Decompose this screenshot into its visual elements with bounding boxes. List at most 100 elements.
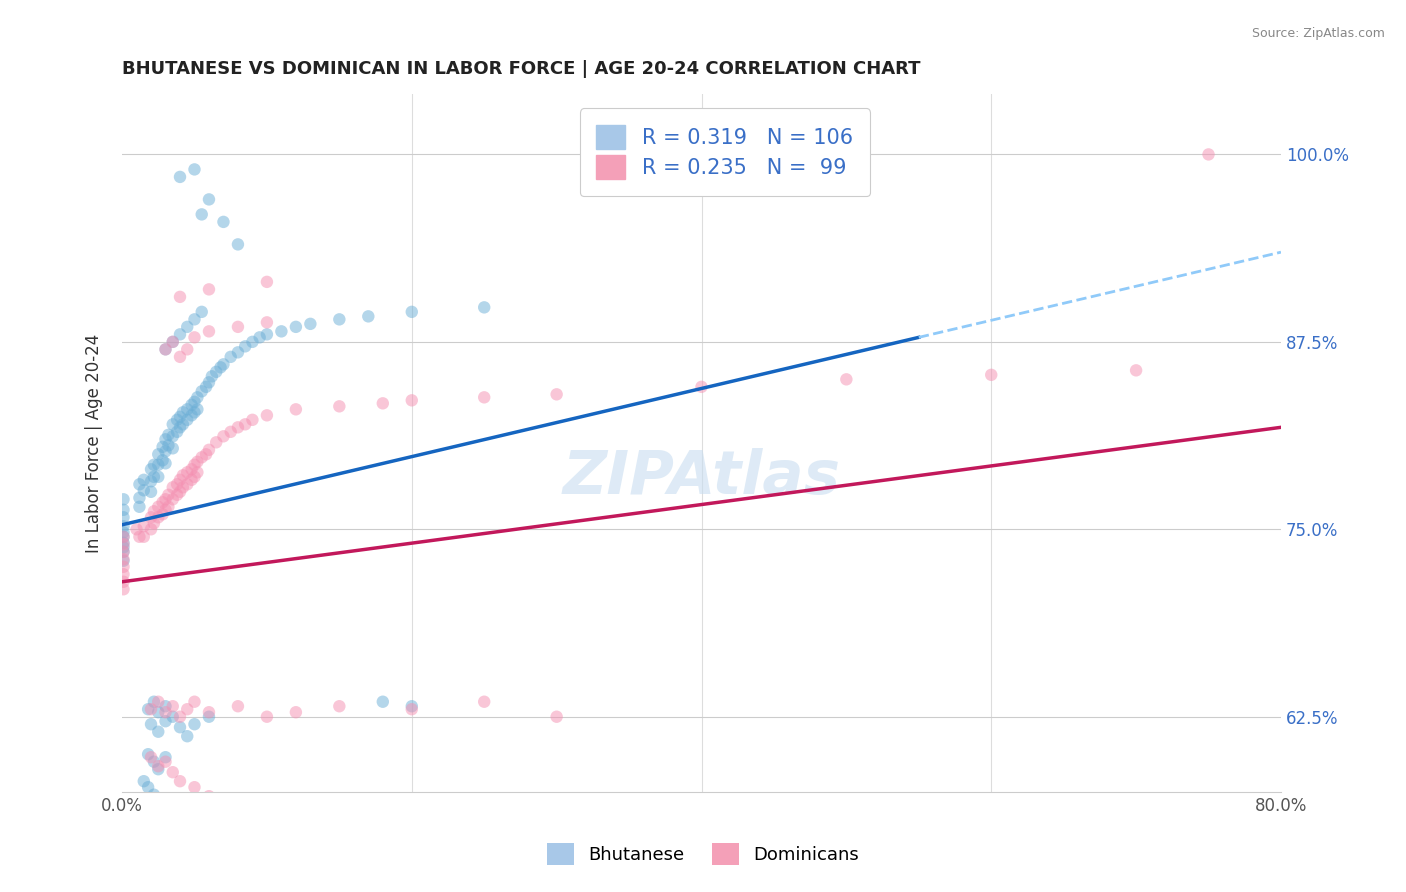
Point	[112, 537, 135, 551]
Point	[219, 350, 242, 364]
Point	[256, 327, 278, 342]
Point	[139, 522, 162, 536]
Point	[198, 789, 221, 804]
Point	[690, 380, 713, 394]
Point	[112, 554, 135, 568]
Point	[148, 510, 170, 524]
Point	[180, 462, 202, 476]
Point	[166, 425, 188, 439]
Point	[139, 475, 162, 489]
Point	[142, 516, 165, 531]
Point	[198, 442, 221, 457]
Point	[270, 324, 292, 338]
Point	[152, 453, 174, 467]
Point	[155, 456, 177, 470]
Point	[186, 465, 208, 479]
Point	[198, 710, 221, 724]
Point	[139, 717, 162, 731]
Point	[139, 702, 162, 716]
Point	[169, 774, 191, 789]
Point	[201, 369, 224, 384]
Point	[152, 440, 174, 454]
Point	[139, 484, 162, 499]
Point	[219, 425, 242, 439]
Point	[157, 500, 180, 514]
Point	[183, 312, 205, 326]
Point	[205, 435, 228, 450]
Point	[176, 702, 198, 716]
Point	[155, 699, 177, 714]
Point	[980, 368, 1002, 382]
Point	[176, 402, 198, 417]
Point	[169, 720, 191, 734]
Point	[401, 699, 423, 714]
Point	[169, 350, 191, 364]
Point	[176, 413, 198, 427]
Point	[180, 473, 202, 487]
Point	[401, 305, 423, 319]
Legend: R = 0.319   N = 106, R = 0.235   N =  99: R = 0.319 N = 106, R = 0.235 N = 99	[579, 108, 870, 196]
Text: BHUTANESE VS DOMINICAN IN LABOR FORCE | AGE 20-24 CORRELATION CHART: BHUTANESE VS DOMINICAN IN LABOR FORCE | …	[122, 60, 921, 78]
Point	[186, 455, 208, 469]
Point	[112, 545, 135, 559]
Point	[139, 462, 162, 476]
Point	[546, 710, 568, 724]
Point	[256, 710, 278, 724]
Point	[212, 429, 235, 443]
Point	[190, 305, 212, 319]
Point	[205, 365, 228, 379]
Point	[157, 438, 180, 452]
Point	[284, 402, 307, 417]
Point	[136, 747, 159, 762]
Point	[183, 330, 205, 344]
Point	[198, 193, 221, 207]
Point	[148, 759, 170, 773]
Point	[242, 413, 264, 427]
Point	[112, 530, 135, 544]
Point	[142, 695, 165, 709]
Point	[112, 536, 135, 550]
Point	[256, 315, 278, 329]
Point	[132, 814, 155, 829]
Text: Source: ZipAtlas.com: Source: ZipAtlas.com	[1251, 27, 1385, 40]
Point	[148, 695, 170, 709]
Point	[176, 477, 198, 491]
Point	[162, 334, 184, 349]
Point	[125, 522, 148, 536]
Legend: Bhutanese, Dominicans: Bhutanese, Dominicans	[538, 834, 868, 874]
Point	[112, 525, 135, 540]
Point	[299, 317, 322, 331]
Point	[136, 825, 159, 839]
Point	[155, 492, 177, 507]
Y-axis label: In Labor Force | Age 20-24: In Labor Force | Age 20-24	[86, 334, 103, 553]
Point	[155, 750, 177, 764]
Point	[328, 699, 350, 714]
Point	[155, 503, 177, 517]
Point	[152, 508, 174, 522]
Point	[142, 458, 165, 472]
Point	[157, 427, 180, 442]
Point	[162, 429, 184, 443]
Point	[148, 458, 170, 472]
Point	[169, 290, 191, 304]
Point	[169, 473, 191, 487]
Point	[472, 301, 495, 315]
Point	[472, 390, 495, 404]
Point	[112, 545, 135, 559]
Point	[142, 788, 165, 802]
Point	[155, 714, 177, 729]
Point	[162, 765, 184, 780]
Point	[142, 470, 165, 484]
Point	[112, 519, 135, 533]
Point	[172, 480, 194, 494]
Point	[148, 762, 170, 776]
Point	[142, 504, 165, 518]
Point	[152, 495, 174, 509]
Text: ZIPAtlas: ZIPAtlas	[562, 449, 841, 508]
Point	[195, 447, 218, 461]
Point	[155, 433, 177, 447]
Point	[284, 319, 307, 334]
Point	[132, 530, 155, 544]
Point	[169, 327, 191, 342]
Point	[166, 477, 188, 491]
